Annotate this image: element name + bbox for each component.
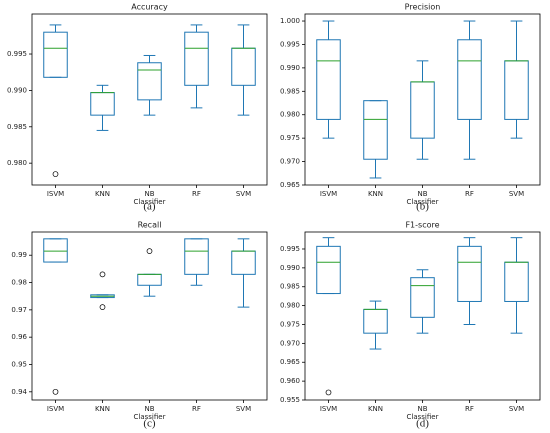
x-tick-label: SVM	[509, 190, 524, 198]
x-tick-label: KNN	[95, 405, 110, 413]
box	[457, 39, 482, 120]
y-tick-label: 0.995	[7, 50, 27, 58]
y-tick-label: 0.985	[280, 283, 300, 291]
y-tick-label: 0.960	[280, 377, 300, 385]
box	[504, 261, 529, 302]
x-tick-label: ISVM	[320, 405, 337, 413]
y-tick-label: 0.965	[280, 358, 300, 366]
chart-title: Precision	[405, 3, 441, 12]
x-tick-label: ISVM	[320, 190, 337, 198]
y-tick-label: 0.98	[11, 279, 27, 287]
x-tick-label: SVM	[509, 405, 524, 413]
y-tick-label: 0.975	[280, 134, 300, 142]
box	[504, 60, 529, 120]
x-axis-label: Classifier	[407, 413, 439, 421]
y-tick-label: 0.980	[7, 159, 27, 167]
y-tick-label: 1.000	[280, 17, 300, 25]
x-tick-label: KNN	[95, 190, 110, 198]
y-tick-label: 0.980	[280, 111, 300, 119]
y-tick-label: 0.955	[280, 396, 300, 404]
box	[137, 273, 162, 286]
x-tick-label: RF	[465, 405, 474, 413]
y-tick-label: 0.94	[11, 388, 27, 396]
outlier	[325, 389, 332, 396]
box	[231, 250, 256, 275]
box	[137, 62, 162, 101]
outlier	[52, 388, 59, 395]
y-tick-label: 0.990	[280, 264, 300, 272]
box	[90, 92, 115, 116]
x-tick-label: ISVM	[47, 405, 64, 413]
box	[231, 47, 256, 86]
x-tick-label: NB	[144, 190, 154, 198]
y-tick-label: 0.990	[280, 64, 300, 72]
x-axis-label: Classifier	[407, 198, 439, 206]
box	[184, 238, 209, 275]
y-tick-label: 0.970	[280, 339, 300, 347]
x-tick-label: RF	[192, 405, 201, 413]
box	[43, 31, 68, 78]
y-tick-label: 0.965	[280, 181, 300, 189]
y-tick-label: 0.99	[11, 251, 27, 259]
y-tick-label: 0.995	[280, 245, 300, 253]
y-tick-label: 0.980	[280, 302, 300, 310]
outlier	[99, 304, 106, 310]
box	[43, 238, 68, 263]
outlier	[146, 248, 153, 254]
y-tick-label: 0.970	[280, 158, 300, 166]
y-tick-label: 0.975	[280, 320, 300, 328]
y-tick-label: 0.985	[7, 123, 27, 131]
x-tick-label: KNN	[368, 405, 383, 413]
x-tick-label: RF	[192, 190, 201, 198]
x-tick-label: ISVM	[47, 190, 64, 198]
y-tick-label: 0.97	[11, 306, 27, 314]
box	[363, 100, 388, 160]
box	[363, 308, 388, 334]
panel-label: (a)	[143, 201, 156, 213]
x-tick-label: SVM	[236, 190, 251, 198]
box	[410, 277, 435, 318]
panel-label: (b)	[416, 201, 429, 213]
box	[316, 245, 341, 295]
x-tick-label: KNN	[368, 190, 383, 198]
panel-label: (c)	[143, 418, 156, 430]
outlier	[99, 271, 106, 278]
x-axis-label: Classifier	[134, 413, 166, 421]
y-tick-label: 0.995	[280, 40, 300, 48]
x-tick-label: NB	[144, 405, 154, 413]
chart-title: Recall	[138, 221, 162, 230]
box	[316, 39, 341, 120]
x-tick-label: NB	[417, 190, 427, 198]
outlier	[52, 171, 59, 177]
box	[184, 31, 209, 86]
y-tick-label: 0.985	[280, 87, 300, 95]
y-tick-label: 0.96	[11, 333, 27, 341]
y-tick-label: 0.95	[11, 360, 27, 368]
x-tick-label: NB	[417, 405, 427, 413]
x-tick-label: SVM	[236, 405, 251, 413]
chart-title: F1-score	[405, 221, 439, 230]
box	[410, 81, 435, 139]
box	[457, 245, 482, 302]
chart-title: Accuracy	[131, 3, 168, 12]
x-tick-label: RF	[465, 190, 474, 198]
panel-label: (d)	[416, 418, 429, 430]
y-tick-label: 0.990	[7, 86, 27, 94]
x-axis-label: Classifier	[134, 198, 166, 206]
